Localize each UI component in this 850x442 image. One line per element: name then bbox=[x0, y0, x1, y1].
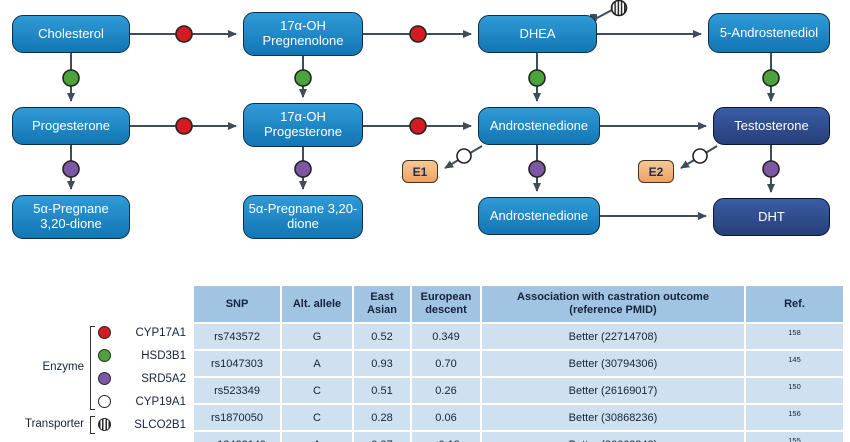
table-row: rs1047303 A 0.93 0.70 Better (30794306) … bbox=[194, 351, 843, 376]
association-cell: Better (26169017) bbox=[482, 378, 744, 403]
association-cell: Better (22714708) bbox=[482, 324, 744, 349]
red-circle-icon bbox=[98, 326, 111, 339]
gene-label: HSD3B1 bbox=[141, 349, 186, 362]
node-e2-estradiol: E2 bbox=[638, 160, 674, 183]
european-descent-cell: <0.18 bbox=[412, 432, 480, 442]
snp-cell: rs12422149 bbox=[194, 432, 280, 442]
alt-allele-cell: G bbox=[282, 324, 352, 349]
node-testosterone: Testosterone bbox=[713, 107, 830, 145]
hsd3b1-dot-icon bbox=[294, 69, 312, 87]
hsd3b1-dot-icon bbox=[762, 69, 780, 87]
node-progesterone: Progesterone bbox=[12, 107, 130, 145]
col-header-ref: Ref. bbox=[746, 286, 843, 322]
legend-group-enzyme: Enzyme bbox=[42, 361, 84, 373]
association-cell: Better (30794306) bbox=[482, 351, 744, 376]
cyp17a1-dot-icon bbox=[175, 117, 193, 135]
green-circle-icon bbox=[98, 349, 111, 362]
purple-circle-icon bbox=[98, 372, 111, 385]
cyp17a1-dot-icon bbox=[175, 25, 193, 43]
ref-cell: 158 bbox=[746, 324, 843, 349]
snp-cell: rs1870050 bbox=[194, 405, 280, 430]
hsd3b1-dot-icon bbox=[528, 69, 546, 87]
node-dht: DHT bbox=[713, 198, 830, 236]
legend-row-slco2b1: SLCO2B1 bbox=[98, 414, 186, 435]
legend-group-transporter: Transporter bbox=[24, 418, 84, 430]
node-cholesterol: Cholesterol bbox=[12, 15, 130, 53]
ref-cell: 145 bbox=[746, 351, 843, 376]
srd5a2-dot-icon bbox=[528, 160, 546, 178]
east-asian-cell: 0.52 bbox=[354, 324, 410, 349]
srd5a2-dot-icon bbox=[294, 160, 312, 178]
node-androstenedione-1: Androstenedione bbox=[478, 107, 600, 145]
cyp19a1-dot-icon bbox=[456, 148, 472, 164]
east-asian-cell: 0.93 bbox=[354, 351, 410, 376]
east-asian-cell: 0.28 bbox=[354, 405, 410, 430]
legend-row-cyp17a1: CYP17A1 bbox=[98, 322, 186, 343]
enzyme-dots bbox=[62, 25, 780, 178]
gene-label: CYP17A1 bbox=[135, 326, 186, 339]
table-row: rs743572 G 0.52 0.349 Better (22714708) … bbox=[194, 324, 843, 349]
ref-cell: 156 bbox=[746, 405, 843, 430]
srd5a2-dot-icon bbox=[762, 160, 780, 178]
alt-allele-cell: C bbox=[282, 378, 352, 403]
east-asian-cell: 0.51 bbox=[354, 378, 410, 403]
node-5a-pregnane-dione-1: 5α-Pregnane 3,20-dione bbox=[12, 195, 130, 239]
hsd3b1-dot-icon bbox=[62, 69, 80, 87]
node-androstenedione-2: Androstenedione bbox=[478, 197, 600, 235]
european-descent-cell: 0.26 bbox=[412, 378, 480, 403]
striped-circle-icon bbox=[98, 418, 111, 431]
legend-row-hsd3b1: HSD3B1 bbox=[98, 345, 186, 366]
node-e1-estrone: E1 bbox=[402, 160, 438, 183]
table-row: rs1870050 C 0.28 0.06 Better (30868236) … bbox=[194, 405, 843, 430]
ref-cell: 155 bbox=[746, 432, 843, 442]
gene-label: SRD5A2 bbox=[141, 372, 186, 385]
alt-allele-cell: A bbox=[282, 432, 352, 442]
col-header-alt-allele: Alt. allele bbox=[282, 286, 352, 322]
node-5a-pregnane-dione-2: 5α-Pregnane 3,20-dione bbox=[243, 195, 363, 239]
table-header-row: SNP Alt. allele East Asian European descen… bbox=[194, 286, 843, 322]
node-5-androstenediol: 5-Androstenediol bbox=[708, 13, 830, 53]
snp-cell: rs1047303 bbox=[194, 351, 280, 376]
table-row: rs12422149 A 0.37 <0.18 Better (26668348… bbox=[194, 432, 843, 442]
cyp19a1-dot-icon bbox=[692, 148, 708, 164]
slco2b1-striped-dot-icon bbox=[610, 0, 628, 17]
european-descent-cell: 0.06 bbox=[412, 405, 480, 430]
snp-cell: rs743572 bbox=[194, 324, 280, 349]
legend-row-cyp19a1: CYP19A1 bbox=[98, 391, 186, 412]
table-row: rs523349 C 0.51 0.26 Better (26169017) 1… bbox=[194, 378, 843, 403]
snp-association-table: SNP Alt. allele East Asian European descen… bbox=[192, 284, 845, 442]
col-header-snp: SNP bbox=[194, 286, 280, 322]
cyp17a1-dot-icon bbox=[409, 117, 427, 135]
col-header-association: Association with castration outcome (refe… bbox=[482, 286, 744, 322]
snp-cell: rs523349 bbox=[194, 378, 280, 403]
white-circle-icon bbox=[98, 395, 111, 408]
node-17a-oh-pregnenolone: 17α-OH Pregnenolone bbox=[243, 12, 363, 56]
european-descent-cell: 0.70 bbox=[412, 351, 480, 376]
alt-allele-cell: A bbox=[282, 351, 352, 376]
srd5a2-dot-icon bbox=[62, 160, 80, 178]
enzyme-bracket bbox=[90, 326, 95, 410]
pathway-wires bbox=[62, 0, 780, 220]
cyp17a1-dot-icon bbox=[409, 25, 427, 43]
association-cell: Better (30868236) bbox=[482, 405, 744, 430]
association-cell: Better (26668348) bbox=[482, 432, 744, 442]
gene-label: SLCO2B1 bbox=[134, 418, 186, 431]
transporter-bracket bbox=[90, 416, 95, 434]
gene-label: CYP19A1 bbox=[135, 395, 186, 408]
european-descent-cell: 0.349 bbox=[412, 324, 480, 349]
node-dhea: DHEA bbox=[478, 15, 597, 53]
slco2b1-transporter-connector bbox=[590, 0, 628, 21]
col-header-east-asian: East Asian bbox=[354, 286, 410, 322]
ref-cell: 150 bbox=[746, 378, 843, 403]
alt-allele-cell: C bbox=[282, 405, 352, 430]
col-header-european-descent: European descent bbox=[412, 286, 480, 322]
east-asian-cell: 0.37 bbox=[354, 432, 410, 442]
legend-row-srd5a2: SRD5A2 bbox=[98, 368, 186, 389]
node-17a-oh-progesterone: 17α-OH Progesterone bbox=[243, 103, 363, 147]
